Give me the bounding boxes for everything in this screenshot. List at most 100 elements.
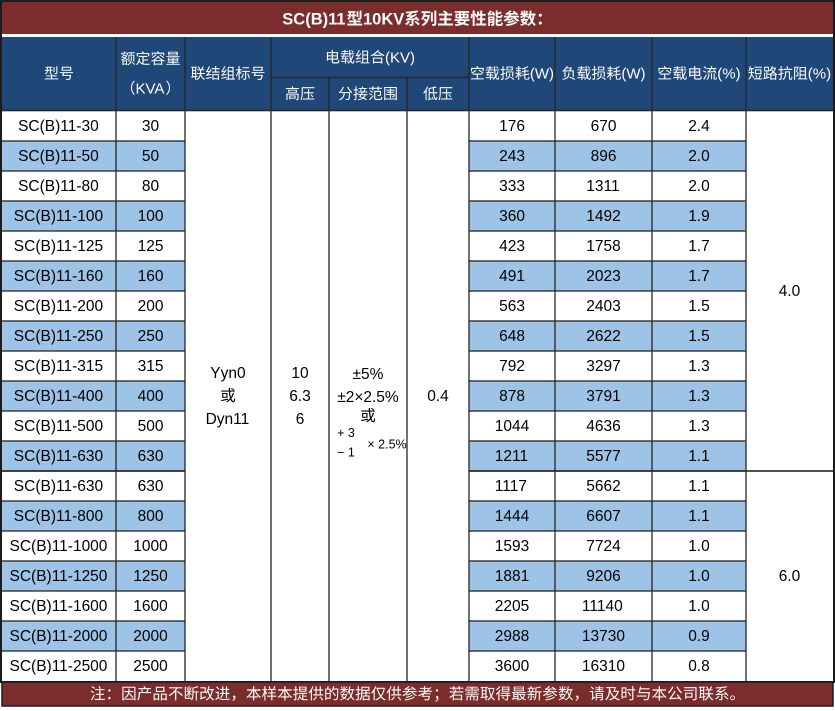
svg-text:5577: 5577 bbox=[586, 448, 620, 465]
svg-text:− 1: − 1 bbox=[337, 446, 355, 460]
svg-text:SC(B)11-30: SC(B)11-30 bbox=[18, 118, 99, 135]
svg-text:Dyn11: Dyn11 bbox=[206, 411, 250, 428]
svg-text:1.5: 1.5 bbox=[688, 298, 710, 315]
svg-text:0.8: 0.8 bbox=[688, 658, 710, 675]
svg-text:1.7: 1.7 bbox=[688, 268, 710, 285]
svg-text:2403: 2403 bbox=[586, 298, 620, 315]
svg-text:KVA: KVA bbox=[136, 81, 165, 98]
svg-text:5662: 5662 bbox=[586, 478, 620, 495]
svg-text:Yyn0: Yyn0 bbox=[210, 365, 246, 382]
svg-text:0.4: 0.4 bbox=[427, 388, 449, 405]
svg-text:3791: 3791 bbox=[586, 388, 620, 405]
svg-text:1250: 1250 bbox=[133, 568, 168, 585]
svg-text:SC(B)11-2500: SC(B)11-2500 bbox=[10, 658, 108, 675]
svg-text:SC(B)11-400: SC(B)11-400 bbox=[14, 388, 104, 405]
svg-text:3297: 3297 bbox=[586, 358, 620, 375]
svg-text:±5%: ±5% bbox=[353, 366, 384, 383]
svg-text:1311: 1311 bbox=[586, 178, 619, 195]
svg-text:0.9: 0.9 bbox=[688, 628, 710, 645]
svg-text:4.0: 4.0 bbox=[779, 283, 801, 300]
svg-text:SC(B)11-100: SC(B)11-100 bbox=[14, 208, 104, 225]
svg-text:333: 333 bbox=[499, 178, 525, 195]
svg-text:1.1: 1.1 bbox=[688, 478, 710, 495]
svg-text:SC(B)11-200: SC(B)11-200 bbox=[14, 298, 104, 315]
svg-text:160: 160 bbox=[138, 268, 164, 285]
svg-text:1600: 1600 bbox=[133, 598, 168, 615]
svg-text:SC(B)11-630: SC(B)11-630 bbox=[14, 448, 104, 465]
svg-text:1.3: 1.3 bbox=[688, 418, 710, 435]
svg-text:878: 878 bbox=[499, 388, 525, 405]
svg-text:630: 630 bbox=[138, 478, 164, 495]
svg-text:1.5: 1.5 bbox=[688, 328, 710, 345]
svg-text:800: 800 bbox=[138, 508, 164, 525]
svg-text:6607: 6607 bbox=[586, 508, 620, 525]
svg-text:670: 670 bbox=[591, 118, 617, 135]
svg-text:2988: 2988 bbox=[495, 628, 529, 645]
svg-text:SC(B)11-500: SC(B)11-500 bbox=[14, 418, 104, 435]
svg-text:1117: 1117 bbox=[495, 478, 527, 495]
svg-text:200: 200 bbox=[138, 298, 164, 315]
svg-text:16310: 16310 bbox=[582, 658, 625, 675]
svg-text:SC(B)11-160: SC(B)11-160 bbox=[14, 268, 104, 285]
svg-text:315: 315 bbox=[138, 358, 164, 375]
svg-text:10KV: 10KV bbox=[363, 11, 404, 29]
svg-text:11140: 11140 bbox=[582, 598, 623, 615]
svg-text:1881: 1881 bbox=[495, 568, 529, 585]
svg-text:× 2.5%: × 2.5% bbox=[367, 438, 406, 452]
svg-text:1000: 1000 bbox=[133, 538, 168, 555]
svg-text:2622: 2622 bbox=[586, 328, 620, 345]
svg-text:(%): (%) bbox=[808, 66, 831, 83]
svg-text:SC(B)11-250: SC(B)11-250 bbox=[14, 328, 104, 345]
svg-text:1.3: 1.3 bbox=[688, 388, 710, 405]
svg-text:2500: 2500 bbox=[133, 658, 168, 675]
svg-text:3600: 3600 bbox=[495, 658, 530, 675]
svg-text:1758: 1758 bbox=[586, 238, 620, 255]
svg-text:2.0: 2.0 bbox=[688, 178, 710, 195]
svg-text:6: 6 bbox=[296, 411, 305, 428]
svg-text:792: 792 bbox=[499, 358, 525, 375]
svg-text:2000: 2000 bbox=[133, 628, 168, 645]
svg-text:176: 176 bbox=[499, 118, 525, 135]
svg-text:6.0: 6.0 bbox=[779, 568, 801, 585]
svg-text:243: 243 bbox=[499, 148, 525, 165]
svg-text:1444: 1444 bbox=[495, 508, 530, 525]
svg-text:1.0: 1.0 bbox=[688, 568, 710, 585]
svg-text:1.1: 1.1 bbox=[688, 448, 710, 465]
svg-text:SC(B)11-800: SC(B)11-800 bbox=[14, 508, 104, 525]
svg-text:10: 10 bbox=[291, 365, 309, 382]
svg-text:1.0: 1.0 bbox=[688, 598, 710, 615]
svg-text:2023: 2023 bbox=[586, 268, 620, 285]
svg-text:423: 423 bbox=[499, 238, 525, 255]
svg-text:80: 80 bbox=[142, 178, 160, 195]
svg-text:SC(B)11-80: SC(B)11-80 bbox=[18, 178, 99, 195]
svg-text:SC(B)11-50: SC(B)11-50 bbox=[18, 148, 99, 165]
svg-text:1492: 1492 bbox=[586, 208, 620, 225]
svg-text:9206: 9206 bbox=[586, 568, 620, 585]
svg-text:6.3: 6.3 bbox=[289, 388, 311, 405]
svg-text:30: 30 bbox=[142, 118, 160, 135]
svg-text:1593: 1593 bbox=[495, 538, 529, 555]
svg-text:500: 500 bbox=[138, 418, 164, 435]
svg-text:1.7: 1.7 bbox=[688, 238, 710, 255]
svg-text:2205: 2205 bbox=[495, 598, 529, 615]
svg-text:630: 630 bbox=[138, 448, 164, 465]
svg-text:1.1: 1.1 bbox=[688, 508, 710, 525]
svg-text:(W): (W) bbox=[621, 66, 645, 83]
svg-text:896: 896 bbox=[591, 148, 617, 165]
svg-text:±2×2.5%: ±2×2.5% bbox=[337, 389, 399, 406]
svg-text:SC(B)11: SC(B)11 bbox=[282, 11, 345, 29]
svg-text:250: 250 bbox=[138, 328, 164, 345]
svg-text:SC(B)11-1000: SC(B)11-1000 bbox=[10, 538, 108, 555]
svg-text:+ 3: + 3 bbox=[337, 426, 355, 440]
svg-text:SC(B)11-2000: SC(B)11-2000 bbox=[10, 628, 108, 645]
svg-text:4636: 4636 bbox=[586, 418, 620, 435]
svg-text:SC(B)11-315: SC(B)11-315 bbox=[14, 358, 103, 375]
svg-text:125: 125 bbox=[138, 238, 164, 255]
svg-text:SC(B)11-125: SC(B)11-125 bbox=[14, 238, 103, 255]
svg-text:491: 491 bbox=[499, 268, 525, 285]
svg-text:100: 100 bbox=[138, 208, 164, 225]
svg-text:1.0: 1.0 bbox=[688, 538, 710, 555]
svg-text:1.3: 1.3 bbox=[688, 358, 710, 375]
svg-text:7724: 7724 bbox=[586, 538, 621, 555]
svg-text:2.0: 2.0 bbox=[688, 148, 710, 165]
